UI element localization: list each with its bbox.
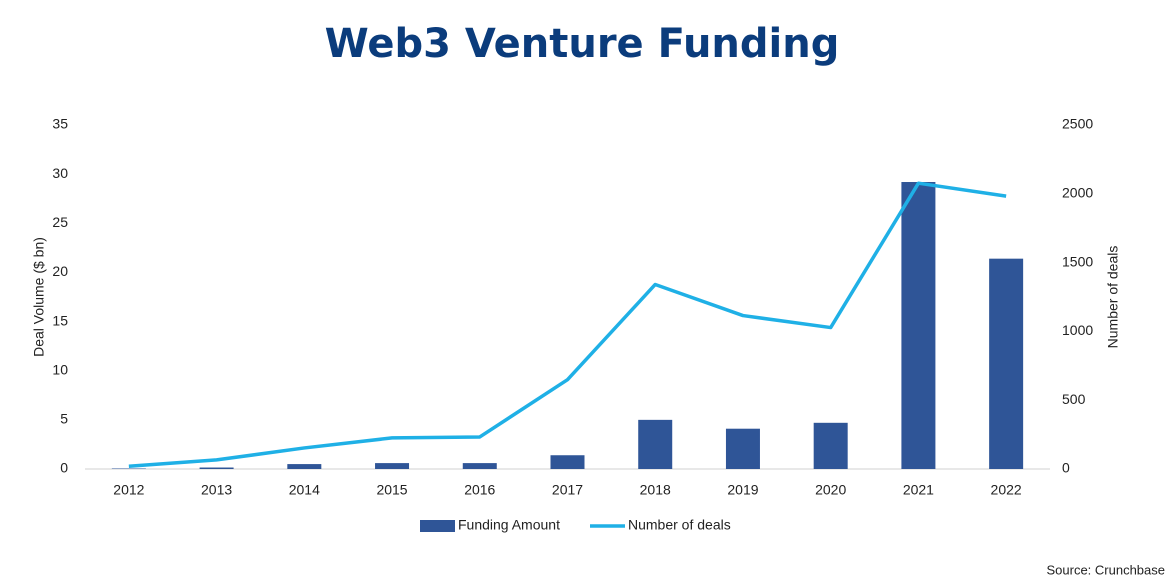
y2-tick-label: 0	[1062, 460, 1070, 476]
bar	[989, 258, 1024, 469]
y2-tick-label: 500	[1062, 391, 1086, 407]
bar	[550, 455, 585, 469]
y-tick-label: 15	[52, 312, 68, 328]
x-tick-label: 2012	[113, 482, 144, 498]
bar	[638, 419, 673, 469]
y-tick-label: 0	[60, 460, 68, 476]
y-tick-label: 35	[52, 116, 68, 132]
source-note: Source: Crunchbase	[1046, 562, 1165, 577]
y2-tick-label: 2000	[1062, 185, 1093, 201]
x-tick-label: 2016	[464, 482, 495, 498]
chart-title: Web3 Venture Funding	[325, 21, 840, 67]
y2-tick-label: 1500	[1062, 253, 1093, 269]
y-tick-label: 20	[52, 263, 68, 279]
y-tick-label: 5	[60, 411, 68, 427]
x-tick-label: 2019	[727, 482, 758, 498]
x-tick-label: 2022	[991, 482, 1022, 498]
y2-tick-label: 2500	[1062, 116, 1093, 132]
bar	[287, 464, 322, 469]
x-tick-label: 2013	[201, 482, 232, 498]
x-tick-label: 2017	[552, 482, 583, 498]
x-tick-label: 2018	[640, 482, 671, 498]
y-axis-title: Deal Volume ($ bn)	[31, 237, 47, 357]
legend-label: Number of deals	[628, 517, 731, 533]
y-tick-label: 10	[52, 361, 68, 377]
x-tick-label: 2021	[903, 482, 934, 498]
x-tick-label: 2015	[376, 482, 407, 498]
bar	[199, 467, 234, 469]
y2-tick-label: 1000	[1062, 322, 1093, 338]
y2-axis-title: Number of deals	[1105, 246, 1121, 349]
bar	[813, 422, 848, 469]
x-tick-label: 2014	[289, 482, 320, 498]
bar	[901, 182, 936, 469]
legend-label: Funding Amount	[458, 517, 560, 533]
y-tick-label: 25	[52, 214, 68, 230]
bar	[462, 463, 497, 469]
bar	[725, 428, 760, 469]
y-tick-label: 30	[52, 165, 68, 181]
bar	[375, 463, 410, 469]
x-tick-label: 2020	[815, 482, 846, 498]
legend-swatch	[420, 520, 455, 532]
line	[128, 181, 1007, 468]
